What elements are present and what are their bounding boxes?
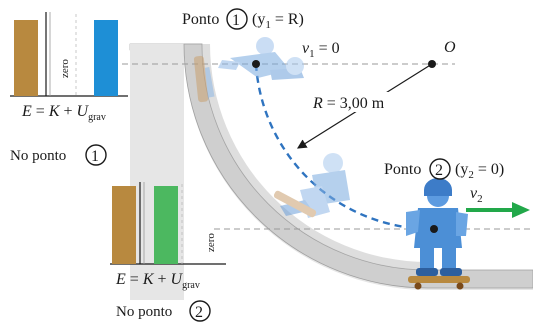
center-label: O bbox=[444, 39, 456, 56]
svg-text:Ponto: Ponto bbox=[384, 161, 421, 178]
caption-2: No ponto bbox=[116, 304, 172, 320]
svg-text:(y1 = R): (y1 = R) bbox=[252, 11, 304, 31]
point-2-label: Ponto 2 (y2 = 0) bbox=[384, 158, 504, 181]
caption-1: No ponto bbox=[10, 148, 66, 164]
skater-at-point-1 bbox=[193, 37, 304, 103]
energy-equation-2: E = K + Ugrav bbox=[115, 271, 200, 291]
svg-text:1: 1 bbox=[91, 148, 99, 165]
radius-label: R = 3,00 m bbox=[312, 95, 385, 112]
velocity-arrow-v2 bbox=[466, 202, 530, 218]
energy-bar-chart-2: zero E = K + Ugrav No ponto 2 bbox=[110, 182, 226, 322]
energy-equation-1: E = K + Ugrav bbox=[21, 103, 106, 123]
svg-text:2: 2 bbox=[195, 304, 203, 321]
svg-text:Ponto: Ponto bbox=[182, 11, 219, 28]
velocity-v1-label: v1 = 0 bbox=[302, 40, 340, 60]
svg-text:(y2 = 0): (y2 = 0) bbox=[455, 161, 504, 181]
trajectory-path bbox=[254, 63, 433, 231]
bar-2-e bbox=[112, 186, 136, 264]
svg-text:2: 2 bbox=[435, 162, 443, 179]
skater-at-point-2 bbox=[406, 178, 470, 290]
skater-2-marker bbox=[430, 225, 438, 233]
svg-text:1: 1 bbox=[232, 12, 240, 29]
bar-1-u bbox=[94, 20, 118, 96]
quarter-pipe-ramp bbox=[129, 43, 533, 300]
zero-label-1: zero bbox=[59, 59, 71, 78]
energy-bar-chart-1: zero E = K + Ugrav No ponto 1 bbox=[10, 12, 128, 166]
skater-1-marker bbox=[252, 60, 260, 68]
zero-label-2: zero bbox=[205, 233, 217, 252]
skater-mid-ramp bbox=[273, 153, 350, 218]
velocity-v2-label: v2 bbox=[470, 185, 483, 205]
bar-2-k bbox=[154, 186, 178, 264]
bar-1-e bbox=[14, 20, 38, 96]
point-1-label: Ponto 1 (y1 = R) bbox=[182, 8, 304, 31]
